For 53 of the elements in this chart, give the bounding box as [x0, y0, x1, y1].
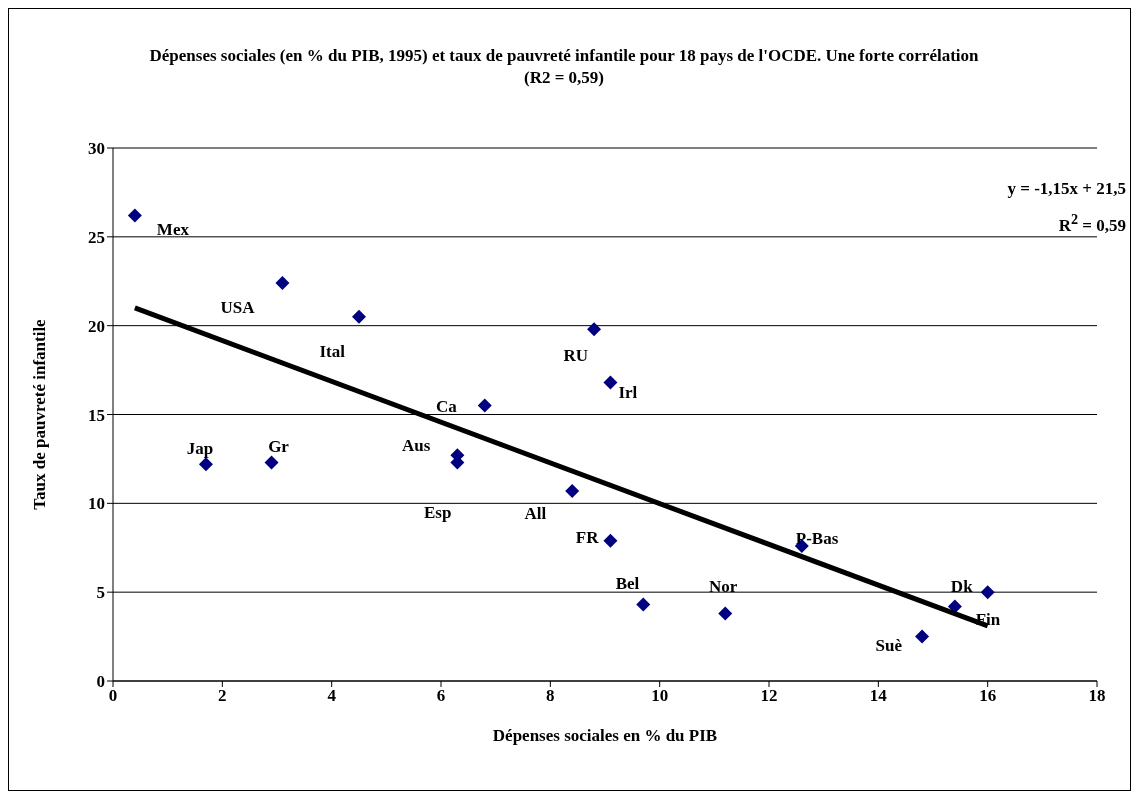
chart-title: Dépenses sociales (en % du PIB, 1995) et taux de pauvreté infantile pour 18 pays de l'OCDE. Une forte corrélation (R2 = 0,59)	[149, 45, 979, 89]
annotation: Bel	[615, 573, 640, 593]
point	[198, 457, 213, 472]
y-tick-label: 10	[88, 494, 105, 514]
point	[980, 585, 995, 600]
annotation: Esp	[423, 503, 452, 523]
point	[352, 309, 366, 324]
annotation: Ca	[435, 396, 458, 416]
annotation: Dk	[950, 577, 974, 597]
annotation: P-Bas	[795, 528, 839, 548]
annotation: RU	[563, 346, 589, 366]
y-axis-title: Taux de pauvreté infantile	[30, 318, 50, 510]
point	[915, 629, 930, 644]
x-tick-label: 18	[1088, 686, 1106, 706]
point	[477, 398, 492, 413]
annotation: Gr	[268, 437, 290, 457]
y-tick-label: 30	[88, 139, 105, 159]
point	[264, 455, 279, 470]
x-tick-label: 12	[760, 686, 778, 706]
x-tick-label: 4	[327, 686, 337, 706]
annotation: All	[524, 503, 547, 523]
x-axis-title: Dépenses sociales en % du PIB	[492, 726, 718, 745]
x-tick-label: 14	[869, 686, 888, 706]
x-tick-label: 6	[436, 686, 446, 706]
y-tick-label: 5	[96, 583, 105, 603]
annotation: y = -1,15x + 21,5	[1007, 178, 1126, 200]
y-tick-label: 15	[88, 405, 105, 425]
point	[587, 322, 602, 337]
annotation: Irl	[618, 382, 638, 402]
x-tick-label: 2	[218, 686, 227, 706]
annotation: Suè	[875, 635, 903, 655]
annotation: Jap	[186, 439, 214, 459]
point	[565, 483, 580, 498]
point	[603, 375, 618, 390]
point	[947, 599, 962, 614]
y-tick-label: 25	[88, 227, 105, 247]
annotation: Aus	[402, 436, 431, 456]
y-tick-label: 20	[88, 316, 105, 336]
y-tick-label: 0	[96, 672, 105, 692]
point	[718, 606, 733, 621]
point	[127, 208, 142, 223]
annotation: USA	[220, 297, 256, 317]
x-tick-label: 8	[546, 686, 555, 706]
point	[603, 533, 618, 548]
annotation: Mex	[156, 219, 190, 239]
annotation: R$^{2}$ = 0,59	[1057, 210, 1126, 237]
point	[636, 597, 651, 612]
annotation: Nor	[709, 577, 738, 597]
annotation: Ital	[319, 341, 346, 361]
x-tick-label: 16	[979, 686, 997, 706]
x-tick-label: 10	[651, 686, 669, 706]
annotation: FR	[575, 527, 600, 547]
point	[275, 276, 290, 291]
